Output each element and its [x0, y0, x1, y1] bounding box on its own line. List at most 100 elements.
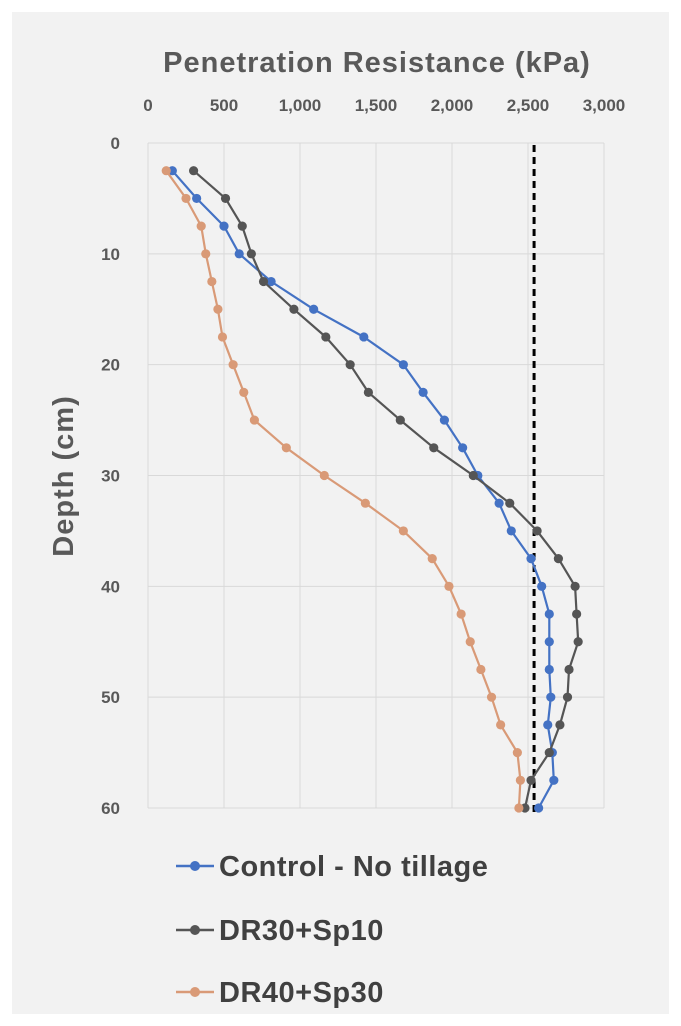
series-layer: [161, 166, 583, 813]
x-axis-title: Penetration Resistance (kPa): [163, 47, 591, 79]
x-tick-label: 500: [210, 96, 238, 115]
y-tick-label: 20: [101, 356, 120, 375]
data-point: [573, 637, 583, 647]
legend: Control - No tillage DR30+Sp10 DR40+Sp30: [176, 851, 488, 1009]
data-point: [237, 221, 247, 231]
y-axis-ticks: 0 10 20 30 40 50 60: [101, 134, 120, 818]
y-tick-label: 30: [101, 467, 120, 486]
data-point: [219, 221, 229, 231]
data-point: [418, 387, 428, 397]
x-tick-label: 1,500: [355, 96, 398, 115]
data-point: [555, 720, 565, 730]
data-point: [201, 249, 211, 259]
y-tick-label: 50: [101, 688, 120, 707]
data-point: [345, 360, 355, 370]
series-line: [192, 169, 580, 809]
data-point: [458, 443, 468, 453]
series-3: [161, 166, 526, 813]
data-point: [572, 609, 582, 619]
x-tick-label: 2,000: [431, 96, 474, 115]
series-2: [189, 166, 583, 813]
chart-panel: [12, 12, 669, 1014]
data-point: [398, 526, 408, 536]
data-point: [506, 526, 516, 536]
data-point: [246, 249, 256, 259]
x-tick-label: 1,000: [279, 96, 322, 115]
data-point: [181, 193, 191, 204]
data-point: [429, 443, 439, 453]
data-point: [456, 609, 466, 619]
x-tick-label: 0: [143, 96, 152, 115]
data-point: [544, 609, 554, 619]
data-point: [359, 332, 369, 342]
data-point: [161, 166, 171, 176]
data-point: [546, 692, 556, 702]
data-point: [526, 554, 536, 564]
data-point: [534, 803, 544, 813]
data-point: [544, 637, 554, 647]
data-point: [537, 581, 547, 591]
data-point: [564, 664, 574, 675]
data-point: [289, 304, 299, 314]
data-point: [494, 498, 504, 508]
data-point: [465, 637, 475, 647]
data-point: [444, 581, 454, 591]
legend-label: DR30+Sp10: [219, 915, 384, 947]
data-point: [266, 276, 276, 287]
data-point: [189, 166, 199, 176]
series-line: [165, 170, 522, 809]
y-tick-label: 40: [101, 577, 120, 596]
x-tick-label: 3,000: [583, 96, 626, 115]
data-point: [515, 775, 526, 785]
data-point: [207, 276, 217, 287]
data-point: [196, 221, 206, 231]
data-point: [549, 775, 559, 785]
legend-item: DR40+Sp30: [176, 977, 384, 1009]
data-point: [319, 470, 329, 481]
data-point: [309, 304, 319, 314]
data-point: [543, 720, 553, 730]
data-point: [427, 554, 437, 564]
series-line: [171, 169, 555, 809]
data-point: [217, 332, 228, 342]
data-point: [220, 193, 231, 204]
data-point: [360, 498, 370, 508]
data-point: [562, 692, 573, 702]
y-tick-label: 60: [101, 799, 120, 818]
y-tick-label: 10: [101, 245, 120, 264]
legend-item: DR30+Sp10: [176, 915, 384, 947]
legend-label: Control - No tillage: [219, 851, 488, 883]
x-axis-ticks: 0 500 1,000 1,500 2,000 2,500 3,000: [143, 96, 625, 115]
legend-dot-marker: [190, 925, 200, 935]
data-point: [553, 554, 564, 564]
grid: [147, 142, 605, 809]
y-tick-label: 0: [111, 134, 120, 153]
data-point: [496, 720, 506, 730]
data-point: [234, 249, 244, 259]
data-point: [512, 747, 522, 758]
data-point: [486, 692, 497, 702]
data-point: [505, 498, 515, 508]
data-point: [544, 664, 554, 675]
data-point: [439, 415, 449, 425]
data-point: [544, 747, 554, 758]
data-point: [398, 360, 408, 370]
data-point: [321, 332, 331, 342]
data-point: [228, 360, 238, 370]
legend-label: DR40+Sp30: [219, 977, 384, 1009]
y-axis-title: Depth (cm): [48, 395, 80, 556]
series-1: [167, 166, 559, 813]
data-point: [468, 470, 478, 481]
data-point: [526, 775, 536, 785]
data-point: [476, 664, 486, 675]
data-point: [570, 581, 580, 591]
legend-dot-marker: [190, 987, 200, 997]
data-point: [239, 387, 249, 397]
legend-dot-marker: [190, 861, 200, 871]
legend-item: Control - No tillage: [176, 851, 488, 883]
data-point: [395, 415, 405, 425]
data-point: [281, 443, 291, 453]
data-point: [363, 387, 373, 397]
